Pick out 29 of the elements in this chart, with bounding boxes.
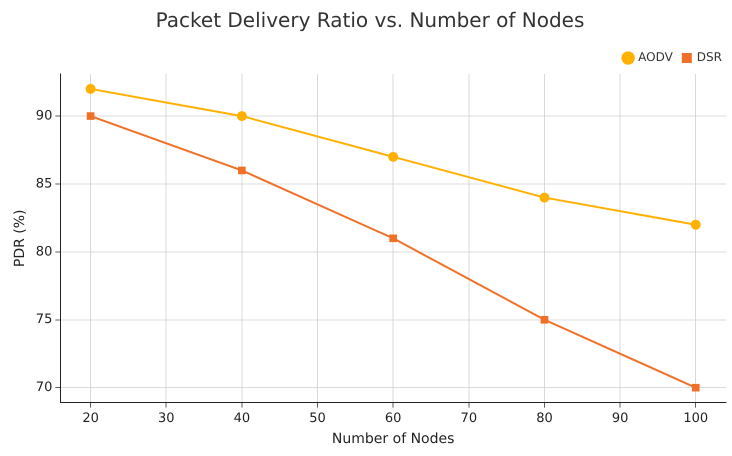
legend-label: AODV (638, 50, 674, 64)
x-tick-label: 20 (82, 410, 99, 426)
x-tick-label: 50 (309, 410, 326, 426)
y-tick-label: 70 (36, 380, 52, 396)
x-axis-title: Number of Nodes (332, 431, 454, 448)
x-tick-label: 60 (384, 410, 402, 426)
x-tick-label: 40 (234, 410, 250, 426)
legend-label: DSR (696, 50, 722, 64)
point (236, 111, 247, 122)
point (539, 192, 550, 203)
y-tick-label: 85 (36, 176, 52, 192)
point (692, 384, 700, 392)
x-tick-label: 100 (683, 410, 708, 426)
point (238, 166, 246, 174)
y-tick-label: 90 (36, 108, 52, 124)
point (389, 234, 397, 242)
point (690, 220, 701, 230)
point (388, 152, 398, 162)
x-tick-label: 70 (460, 410, 478, 426)
point (540, 316, 548, 324)
chart-title: Packet Delivery Ratio vs. Number of Nodes (156, 8, 584, 32)
x-tick-label: 30 (158, 410, 175, 426)
point (86, 84, 96, 94)
y-axis-title: PDR (%) (12, 209, 28, 268)
point (86, 112, 94, 120)
y-tick-label: 80 (36, 244, 52, 260)
x-tick-label: 90 (612, 410, 628, 426)
x-tick-label: 80 (536, 410, 553, 426)
y-tick-label: 75 (36, 312, 52, 328)
